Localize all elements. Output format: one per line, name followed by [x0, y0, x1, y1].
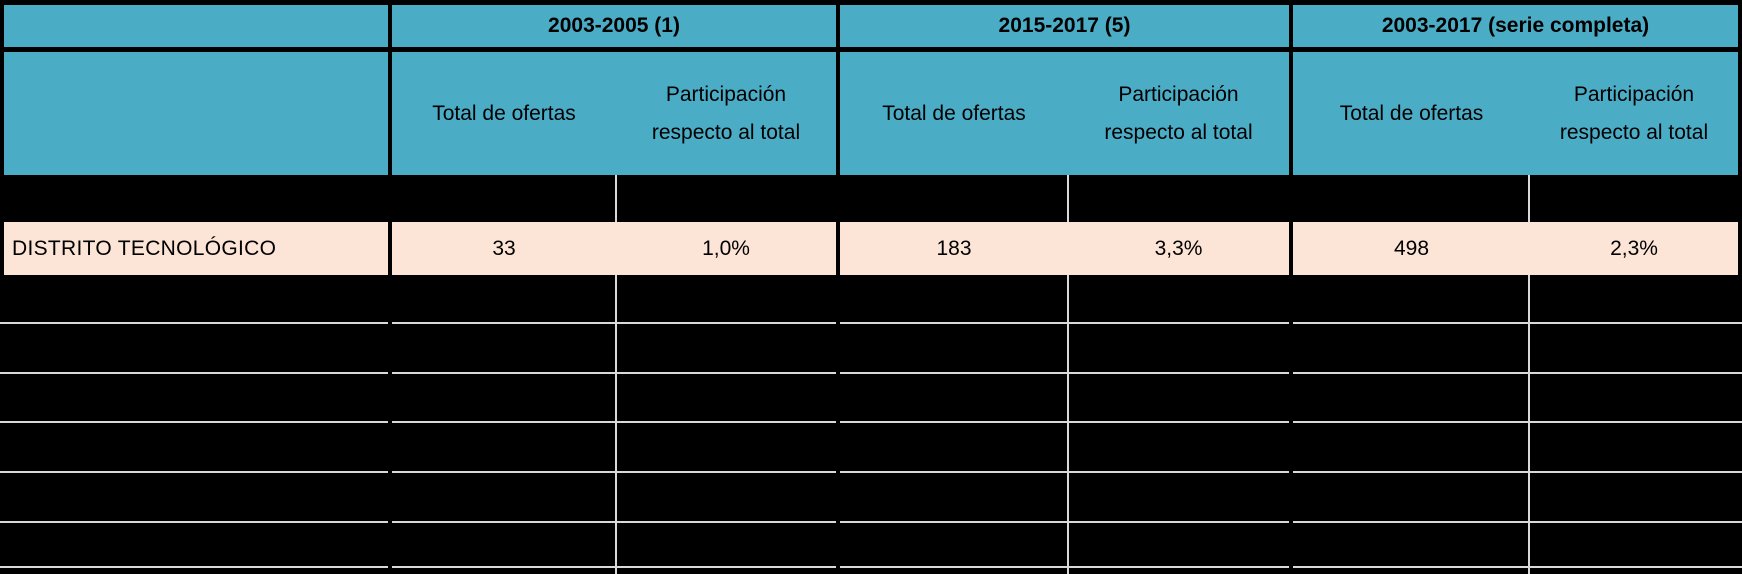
cell-value: 2,3% [1610, 236, 1658, 260]
subheader-participacion: Participación respecto al total [1068, 52, 1289, 175]
group-header-2015-2017: 2015-2017 (5) [840, 5, 1289, 47]
cell-value: 3,3% [1154, 236, 1203, 260]
subheader-participacion: Participación respecto al total [1530, 52, 1738, 175]
cell-total-serie-completa: 498 [1293, 222, 1530, 275]
subheader-label: Participación respecto al total [1104, 82, 1253, 144]
column-border [388, 222, 392, 275]
column-border [836, 52, 840, 175]
column-divider-line [1067, 275, 1069, 574]
column-border [1289, 222, 1293, 275]
column-group-header-row: 2003-2005 (1) 2015-2017 (5) 2003-2017 (s… [4, 5, 1738, 47]
column-divider-line [1528, 275, 1530, 574]
column-border [388, 52, 392, 175]
cell-total-2015-2017: 183 [840, 222, 1068, 275]
column-border [1289, 52, 1293, 175]
subheader-participacion: Participación respecto al total [616, 52, 836, 175]
row-separator-line [0, 372, 1742, 374]
group-header-label: 2003-2017 (serie completa) [1381, 14, 1650, 37]
column-divider-line [1528, 175, 1530, 222]
subheader-group-1: Total de ofertas Participación respecto … [392, 52, 836, 175]
cell-value: 1,0% [702, 236, 750, 260]
subheader-label: Total de ofertas [882, 101, 1026, 125]
subheader-total-ofertas: Total de ofertas [1293, 52, 1530, 175]
row-separator-line [0, 521, 1742, 523]
subheader-total-ofertas: Total de ofertas [392, 52, 616, 175]
column-border [388, 5, 392, 47]
row-label-header-cell [4, 52, 388, 175]
column-border [836, 222, 840, 275]
column-border [836, 5, 840, 47]
subheader-label: Participación respecto al total [1559, 82, 1709, 144]
row-label: DISTRITO TECNOLÓGICO [12, 236, 277, 260]
group-header-serie-completa: 2003-2017 (serie completa) [1293, 5, 1738, 47]
column-divider-line [615, 275, 617, 574]
cell-share-2003-2005: 1,0% [616, 222, 836, 275]
cell-share-2015-2017: 3,3% [1068, 222, 1289, 275]
group-header-2003-2005: 2003-2005 (1) [392, 5, 836, 47]
subheader-label: Total de ofertas [432, 101, 576, 125]
row-separator-line [0, 421, 1742, 423]
cell-share-serie-completa: 2,3% [1530, 222, 1738, 275]
row-separator-line [0, 471, 1742, 473]
data-cells-group-1: 33 1,0% [392, 222, 836, 275]
cell-value: 498 [1393, 236, 1430, 260]
subheader-group-3: Total de ofertas Participación respecto … [1293, 52, 1738, 175]
cell-value: 183 [936, 236, 972, 260]
cell-value: 33 [492, 236, 516, 260]
group-header-label: 2003-2005 (1) [548, 14, 680, 37]
subheader-total-ofertas: Total de ofertas [840, 52, 1068, 175]
row-separator-line [0, 322, 1742, 324]
column-border-overlay [388, 275, 392, 574]
column-divider-line [1067, 175, 1069, 222]
subheader-row: Total de ofertas Participación respecto … [4, 52, 1738, 175]
row-separator-line [0, 566, 1742, 568]
subheader-label: Participación respecto al total [651, 82, 801, 144]
subheader-label: Total de ofertas [1339, 101, 1484, 125]
column-border-overlay [836, 275, 840, 574]
group-header-label: 2015-2017 (5) [998, 14, 1131, 37]
corner-header-cell [4, 5, 388, 47]
highlighted-data-row: DISTRITO TECNOLÓGICO 33 1,0% 183 3,3% 49… [4, 222, 1738, 275]
column-border-overlay [1289, 275, 1293, 574]
row-label-cell: DISTRITO TECNOLÓGICO [4, 222, 388, 275]
column-border [1289, 5, 1293, 47]
subheader-group-2: Total de ofertas Participación respecto … [840, 52, 1289, 175]
data-cells-group-3: 498 2,3% [1293, 222, 1738, 275]
column-divider-line [615, 175, 617, 222]
cell-total-2003-2005: 33 [392, 222, 616, 275]
data-cells-group-2: 183 3,3% [840, 222, 1289, 275]
